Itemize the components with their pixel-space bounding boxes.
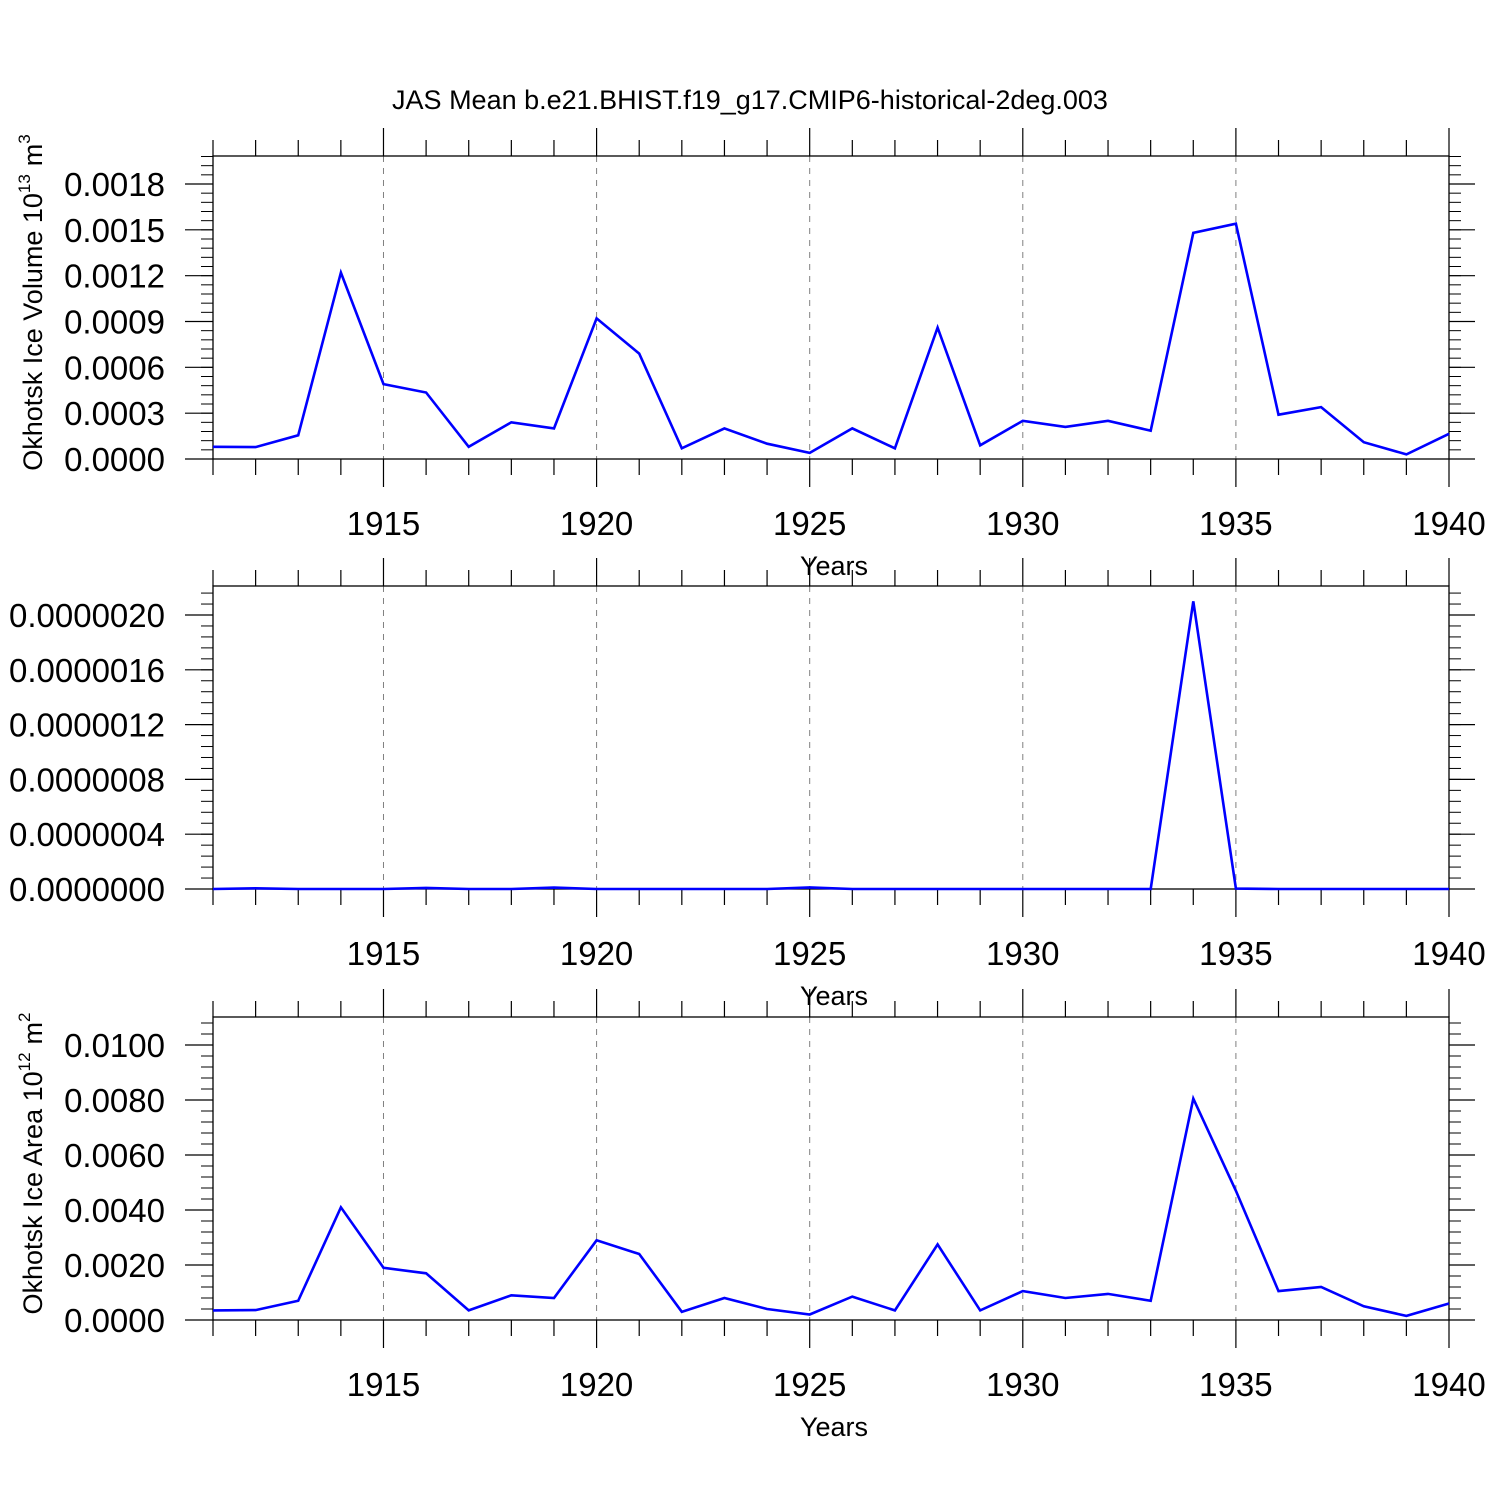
chart-panel-2: 0.0000000 0.0000004 0.0000008 0.0000012 0.00… bbox=[9, 558, 1486, 1011]
series-line bbox=[213, 224, 1449, 455]
x-tick-label: 1920 bbox=[560, 1366, 633, 1403]
y-tick-label: 0.0000 bbox=[64, 441, 165, 478]
y-axis-label: Okhotsk Ice Volume 1013 m3 bbox=[15, 134, 48, 471]
x-tick-label: 1935 bbox=[1199, 505, 1272, 542]
y-tick-label: 0.0000008 bbox=[9, 761, 165, 798]
y-axis-label-text: Okhotsk Ice Area 10 bbox=[18, 1071, 48, 1314]
series-line bbox=[213, 1099, 1449, 1316]
y-tick-label: 0.0080 bbox=[64, 1082, 165, 1119]
y-axis-label-unit-exponent: 2 bbox=[15, 1012, 34, 1021]
x-tick-label: 1920 bbox=[560, 935, 633, 972]
x-tick-label: 1925 bbox=[773, 935, 846, 972]
x-tick-label: 1930 bbox=[986, 505, 1059, 542]
y-tick-label: 0.0000000 bbox=[9, 871, 165, 908]
y-tick-label: 0.0020 bbox=[64, 1247, 165, 1284]
x-tick-label: 1915 bbox=[347, 1366, 420, 1403]
y-axis-label-exponent: 13 bbox=[15, 174, 34, 193]
x-tick-label: 1925 bbox=[773, 505, 846, 542]
figure-title: JAS Mean b.e21.BHIST.f19_g17.CMIP6-histo… bbox=[392, 85, 1108, 115]
x-tick-label: 1930 bbox=[986, 1366, 1059, 1403]
y-tick-label: 0.0003 bbox=[64, 395, 165, 432]
y-tick-label: 0.0000012 bbox=[9, 707, 165, 744]
y-tick-label: 0.0015 bbox=[64, 212, 165, 249]
y-tick-label: 0.0009 bbox=[64, 304, 165, 341]
x-tick-label: 1935 bbox=[1199, 1366, 1272, 1403]
x-tick-label: 1940 bbox=[1412, 505, 1485, 542]
plot-frame bbox=[213, 1017, 1449, 1320]
y-tick-label: 0.0018 bbox=[64, 166, 165, 203]
y-axis-label-unit-exponent: 3 bbox=[15, 134, 34, 143]
x-tick-label: 1920 bbox=[560, 505, 633, 542]
y-axis-label: Okhotsk Ice Area 1012 m2 bbox=[15, 1012, 48, 1314]
y-tick-label: 0.0000004 bbox=[9, 816, 165, 853]
x-axis-label: Years bbox=[800, 1412, 868, 1442]
x-tick-label: 1925 bbox=[773, 1366, 846, 1403]
y-tick-label: 0.0060 bbox=[64, 1137, 165, 1174]
x-tick-label: 1930 bbox=[986, 935, 1059, 972]
plot-frame bbox=[213, 156, 1449, 459]
plot-frame bbox=[213, 586, 1449, 889]
x-tick-label: 1935 bbox=[1199, 935, 1272, 972]
y-axis-label-exponent: 12 bbox=[15, 1052, 34, 1071]
x-tick-label: 1940 bbox=[1412, 935, 1485, 972]
y-axis-label-text: Okhotsk Ice Volume 10 bbox=[18, 193, 48, 471]
y-tick-label: 0.0000016 bbox=[9, 652, 165, 689]
y-tick-label: 0.0012 bbox=[64, 258, 165, 295]
x-tick-label: 1940 bbox=[1412, 1366, 1485, 1403]
x-tick-label: 1915 bbox=[347, 505, 420, 542]
x-tick-label: 1915 bbox=[347, 935, 420, 972]
y-axis-label-unit: m bbox=[18, 1022, 48, 1045]
y-tick-label: 0.0000020 bbox=[9, 597, 165, 634]
chart-panel-3: 0.0000 0.0020 0.0040 0.0060 0.0080 0.0100 1915… bbox=[15, 989, 1486, 1442]
y-axis-label-unit: m bbox=[18, 144, 48, 167]
y-tick-label: 0.0000 bbox=[64, 1302, 165, 1339]
chart-panel-1: 0.0000 0.0003 0.0006 0.0009 0.0012 0.0015 0.00… bbox=[15, 128, 1486, 581]
y-tick-label: 0.0006 bbox=[64, 349, 165, 386]
series-line bbox=[213, 601, 1449, 889]
y-tick-label: 0.0040 bbox=[64, 1192, 165, 1229]
y-tick-label: 0.0100 bbox=[64, 1027, 165, 1064]
